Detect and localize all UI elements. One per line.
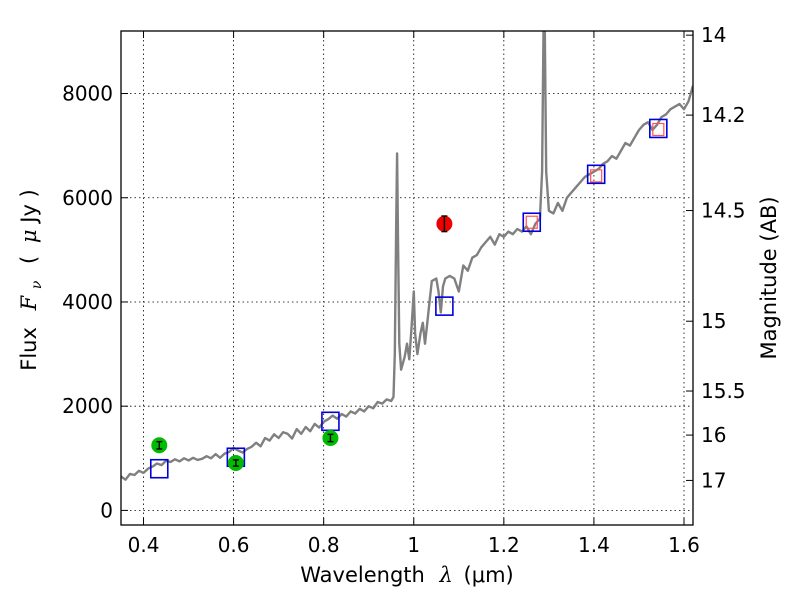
y-axis-label-subscript: ν: [29, 280, 45, 289]
y-axis-label: Flux F ν ( μ Jy ): [17, 189, 46, 371]
y-axis-label-symbol: F: [17, 294, 41, 311]
axis-ticks: [121, 31, 693, 525]
spectrum-series: [121, 31, 693, 481]
x-tick-label: 0.6: [218, 533, 250, 557]
y-tick-label: 2000: [62, 394, 113, 418]
spectrum-line: [121, 31, 693, 481]
x-tick-label: 1.6: [668, 533, 700, 557]
y-tick-label: 0: [100, 498, 113, 522]
y-tick-label: 4000: [62, 290, 113, 314]
grid-lines: [121, 31, 693, 525]
red-square-marker: [525, 215, 538, 229]
blue-square-marker: [586, 164, 606, 185]
y2-tick-label: 14: [701, 23, 726, 47]
photometry-points: [149, 118, 668, 479]
x-tick-label: 1.4: [578, 533, 610, 557]
y2-tick-label: 14.2: [701, 103, 746, 127]
y2-axis-label: Magnitude (AB): [757, 196, 781, 359]
x-tick-label: 0.4: [128, 533, 160, 557]
red-square-marker: [652, 122, 665, 137]
y2-tick-label: 15.5: [701, 379, 746, 403]
red-square-marker: [590, 169, 603, 183]
x-axis-label-unit: (μm): [464, 563, 514, 587]
y2-tick-label: 17: [701, 468, 726, 492]
plot-frame: [120, 30, 694, 526]
y-axis-label-unit-open: (: [17, 256, 41, 264]
y2-tick-label: 15: [701, 309, 726, 333]
y-axis-label-unit-rest: Jy ): [17, 189, 41, 225]
x-tick-label: 0.8: [308, 533, 340, 557]
blue-square-marker: [435, 296, 454, 316]
y2-tick-label: 16: [701, 423, 726, 447]
blue-square-marker: [522, 212, 542, 233]
x-tick-label: 1.2: [488, 533, 520, 557]
y-tick-label: 6000: [62, 186, 113, 210]
blue-square-marker: [649, 118, 668, 139]
y-tick-label: 8000: [62, 82, 113, 106]
y-axis-label-prefix: Flux: [17, 327, 41, 371]
y-axis-label-unit-mu: μ: [17, 229, 41, 243]
x-axis-label-prefix: Wavelength: [300, 563, 425, 587]
x-axis-label: Wavelength λ (μm): [300, 563, 513, 587]
blue-square-marker: [149, 458, 169, 479]
x-tick-label: 1: [407, 533, 420, 557]
tick-labels: 0.4 0.6 0.8 1 1.2 1.4 1.6 0 2000 4000 6000 8000 14 14…: [62, 23, 745, 557]
y2-tick-label: 14.5: [701, 199, 746, 223]
x-axis-label-symbol: λ: [439, 563, 453, 587]
